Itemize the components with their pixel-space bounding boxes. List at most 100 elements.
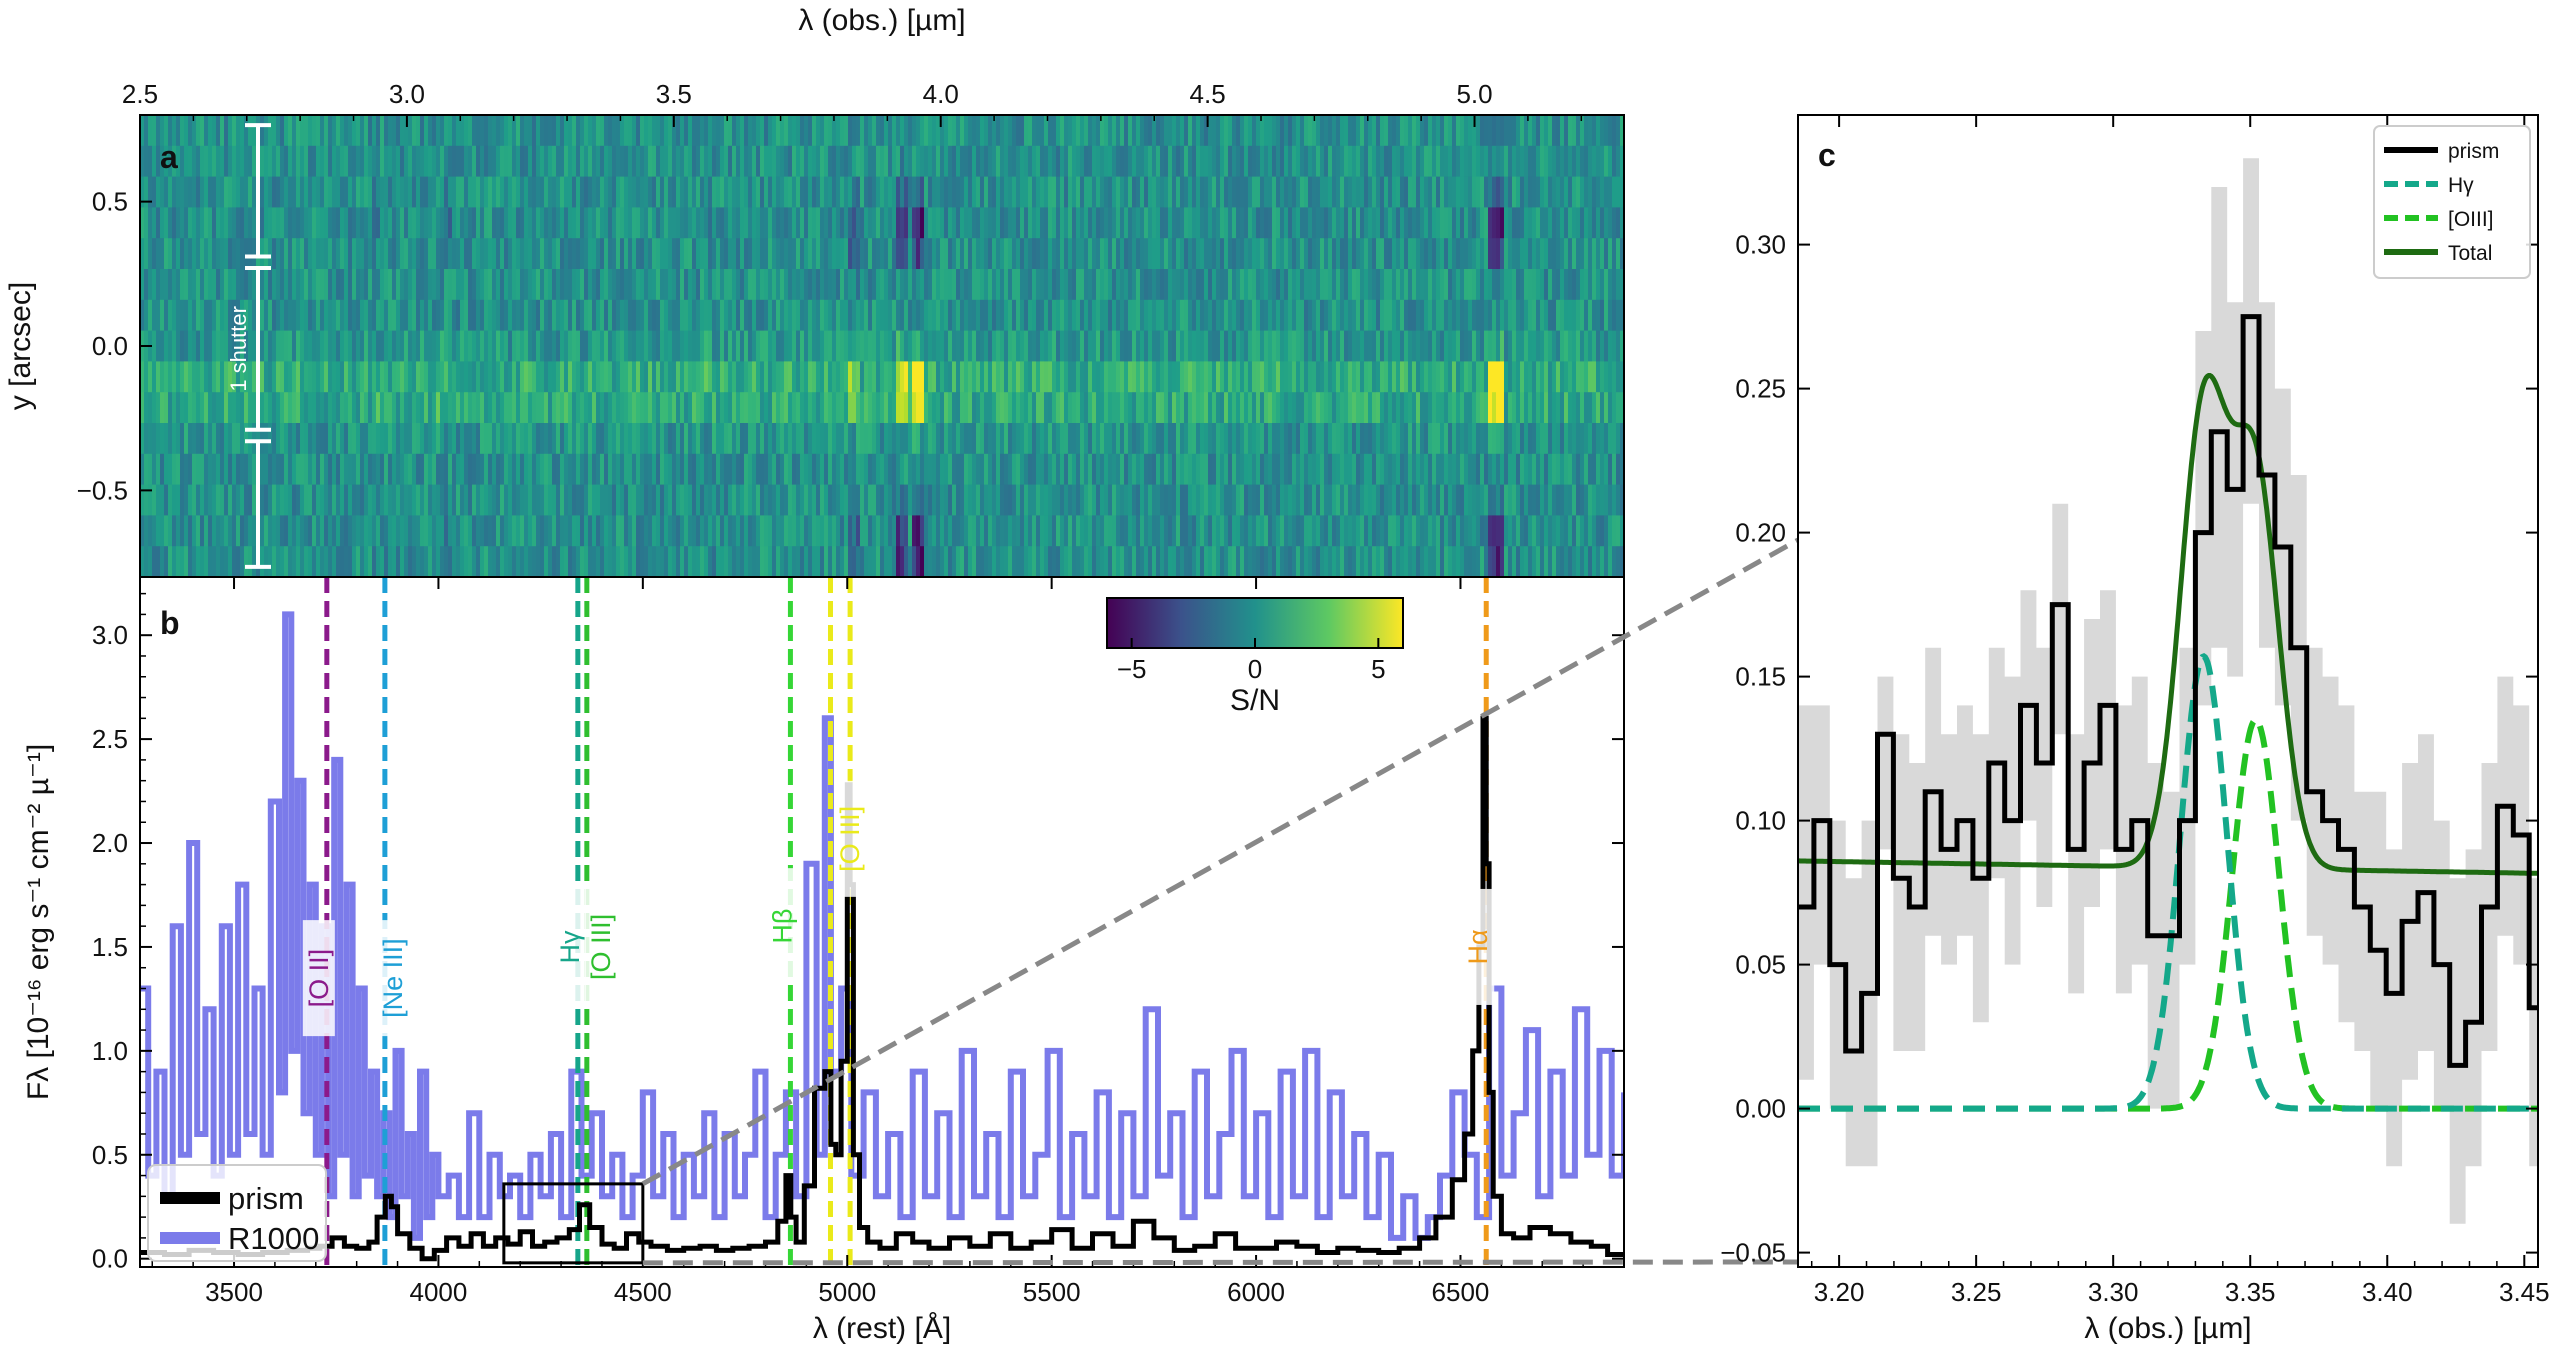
heatmap-cell — [284, 423, 289, 455]
heatmap-cell — [1208, 269, 1213, 301]
heatmap-cell — [196, 423, 201, 455]
heatmap-cell — [144, 515, 149, 547]
heatmap-cell — [1304, 453, 1309, 486]
heatmap-cell — [980, 392, 985, 424]
heatmap-cell — [200, 515, 205, 547]
heatmap-cell — [480, 207, 485, 239]
heatmap-cell — [824, 330, 829, 362]
heatmap-cell — [1272, 176, 1277, 208]
heatmap-cell — [1320, 546, 1325, 577]
heatmap-cell — [936, 269, 941, 301]
heatmap-cell — [1428, 176, 1433, 208]
heatmap-cell — [404, 238, 409, 270]
heatmap-cell — [836, 515, 841, 547]
heatmap-cell — [1320, 515, 1325, 547]
heatmap-cell — [316, 299, 321, 332]
heatmap-cell — [148, 115, 153, 147]
heatmap-cell — [1240, 145, 1245, 178]
heatmap-cell — [588, 269, 593, 301]
heatmap-cell — [1228, 546, 1233, 577]
heatmap-cell — [516, 330, 521, 362]
heatmap-cell — [1080, 207, 1085, 239]
heatmap-cell — [488, 392, 493, 424]
heatmap-cell — [520, 484, 525, 516]
heatmap-cell — [404, 546, 409, 577]
heatmap-cell — [720, 361, 725, 393]
heatmap-cell — [1436, 515, 1441, 547]
heatmap-cell — [1100, 453, 1105, 486]
heatmap-cell — [1232, 269, 1237, 301]
heatmap-cell — [1284, 299, 1289, 332]
heatmap-cell — [740, 238, 745, 270]
heatmap-cell — [476, 546, 481, 577]
heatmap-cell — [1144, 115, 1149, 147]
heatmap-cell — [508, 238, 513, 270]
heatmap-cell — [1308, 361, 1313, 393]
heatmap-cell — [512, 238, 517, 270]
heatmap-cell — [1324, 515, 1329, 547]
heatmap-cell — [1352, 546, 1357, 577]
heatmap-cell — [996, 392, 1001, 424]
heatmap-cell — [260, 207, 265, 239]
heatmap-cell — [1348, 453, 1353, 486]
heatmap-cell — [1244, 546, 1249, 577]
heatmap-cell — [724, 269, 729, 301]
heatmap-cell — [652, 515, 657, 547]
heatmap-cell — [180, 546, 185, 577]
heatmap-cell — [1252, 453, 1257, 486]
heatmap-cell — [984, 423, 989, 455]
heatmap-cell — [276, 115, 281, 147]
heatmap-cell — [672, 515, 677, 547]
heatmap-cell — [240, 515, 245, 547]
heatmap-cell — [816, 330, 821, 362]
heatmap-cell — [1200, 207, 1205, 239]
heatmap-cell — [960, 238, 965, 270]
heatmap-cell — [600, 330, 605, 362]
heatmap-cell — [936, 546, 941, 577]
heatmap-cell — [1452, 423, 1457, 455]
heatmap-cell — [404, 115, 409, 147]
heatmap-cell — [1164, 145, 1169, 178]
heatmap-cell — [1148, 453, 1153, 486]
heatmap-cell — [1220, 207, 1225, 239]
heatmap-cell — [392, 361, 397, 393]
heatmap-cell — [1120, 453, 1125, 486]
heatmap-cell — [872, 176, 877, 208]
heatmap-cell — [348, 269, 353, 301]
heatmap-cell — [936, 207, 941, 239]
heatmap-cell — [828, 238, 833, 270]
heatmap-cell — [1268, 145, 1273, 178]
heatmap-cell — [660, 269, 665, 301]
heatmap-cell — [1208, 515, 1213, 547]
heatmap-cell — [1056, 238, 1061, 270]
heatmap-cell — [508, 453, 513, 486]
heatmap-cell — [1012, 176, 1017, 208]
heatmap-cell — [896, 515, 901, 547]
heatmap-cell — [584, 269, 589, 301]
heatmap-cell — [792, 546, 797, 577]
heatmap-cell — [864, 330, 869, 362]
heatmap-cell — [532, 361, 537, 393]
heatmap-cell — [456, 145, 461, 178]
heatmap-cell — [620, 299, 625, 332]
heatmap-cell — [1068, 453, 1073, 486]
heatmap-cell — [1016, 361, 1021, 393]
heatmap-cell — [1468, 423, 1473, 455]
heatmap-cell — [1368, 546, 1373, 577]
heatmap-cell — [1076, 238, 1081, 270]
heatmap-cell — [512, 423, 517, 455]
heatmap-cell — [452, 238, 457, 270]
heatmap-cell — [504, 453, 509, 486]
heatmap-cell — [660, 361, 665, 393]
heatmap-cell — [1112, 392, 1117, 424]
heatmap-cell — [484, 361, 489, 393]
heatmap-cell — [1300, 238, 1305, 270]
heatmap-cell — [636, 423, 641, 455]
heatmap-cell — [1156, 423, 1161, 455]
heatmap-cell — [584, 453, 589, 486]
heatmap-cell — [460, 207, 465, 239]
heatmap-cell — [284, 238, 289, 270]
heatmap-cell — [432, 238, 437, 270]
heatmap-cell — [844, 176, 849, 208]
heatmap-cell — [340, 176, 345, 208]
